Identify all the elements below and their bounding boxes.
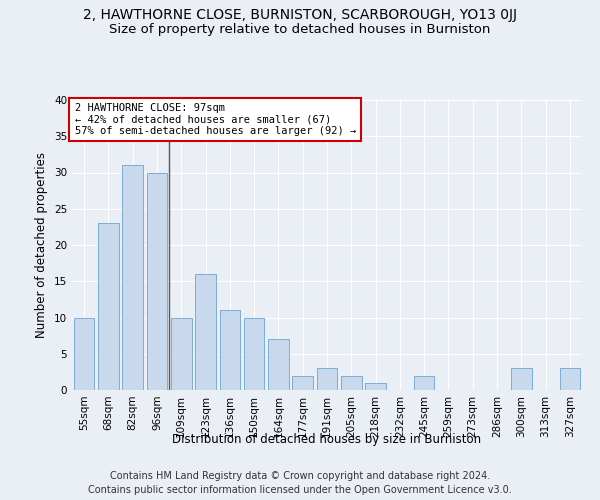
Bar [98,223,119,390]
Bar [560,368,580,390]
Bar [292,376,313,390]
Text: Contains HM Land Registry data © Crown copyright and database right 2024.
Contai: Contains HM Land Registry data © Crown c… [88,471,512,495]
Bar [74,318,94,390]
Bar [317,368,337,390]
Bar [146,172,167,390]
Bar [511,368,532,390]
Text: 2 HAWTHORNE CLOSE: 97sqm
← 42% of detached houses are smaller (67)
57% of semi-d: 2 HAWTHORNE CLOSE: 97sqm ← 42% of detach… [74,103,356,136]
Bar [171,318,191,390]
Text: Size of property relative to detached houses in Burniston: Size of property relative to detached ho… [109,22,491,36]
Bar [341,376,362,390]
Y-axis label: Number of detached properties: Number of detached properties [35,152,49,338]
Bar [122,165,143,390]
Text: 2, HAWTHORNE CLOSE, BURNISTON, SCARBOROUGH, YO13 0JJ: 2, HAWTHORNE CLOSE, BURNISTON, SCARBOROU… [83,8,517,22]
Bar [414,376,434,390]
Bar [365,383,386,390]
Bar [268,339,289,390]
Text: Distribution of detached houses by size in Burniston: Distribution of detached houses by size … [172,432,482,446]
Bar [244,318,265,390]
Bar [195,274,216,390]
Bar [220,310,240,390]
